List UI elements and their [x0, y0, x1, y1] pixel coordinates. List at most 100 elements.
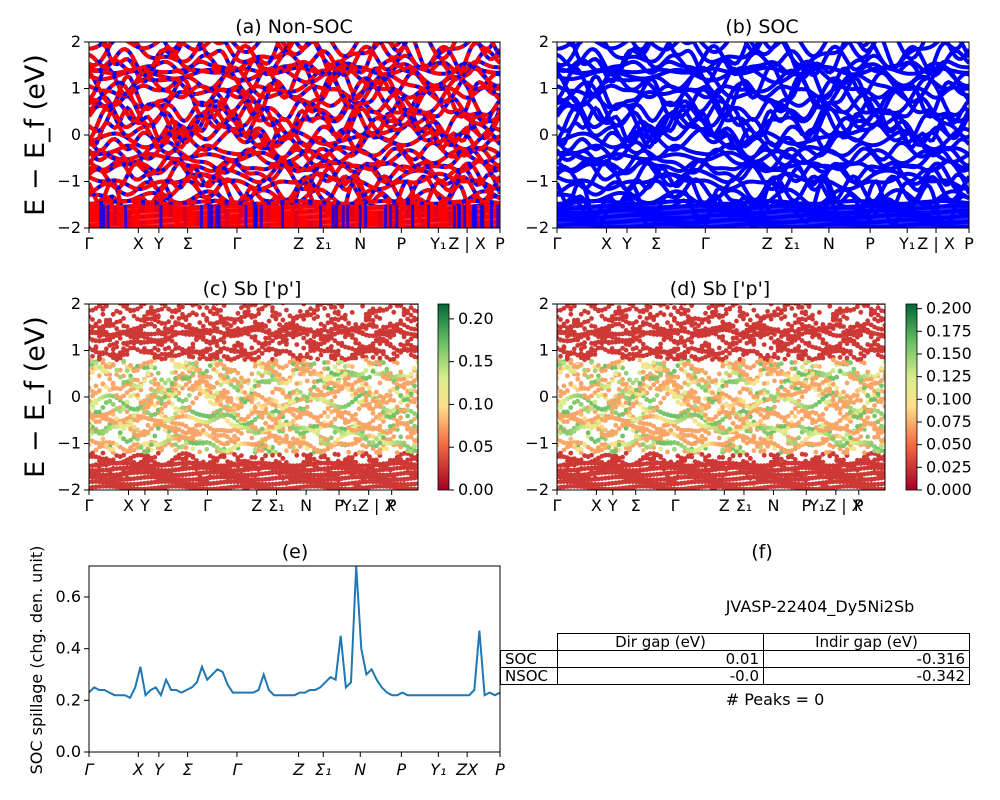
projection-point — [166, 468, 172, 473]
projection-point — [349, 455, 355, 460]
projection-point — [360, 402, 365, 408]
projection-point — [190, 365, 196, 371]
projection-point — [287, 350, 293, 355]
projection-point — [322, 481, 327, 487]
projection-point — [259, 465, 265, 471]
projection-point — [363, 435, 369, 441]
projection-point — [180, 444, 185, 449]
projection-point — [103, 317, 109, 323]
projection-point — [200, 375, 206, 381]
projection-point — [131, 313, 137, 319]
projection-point — [270, 445, 275, 450]
projection-point — [145, 422, 151, 428]
projection-point — [221, 474, 227, 480]
projection-point — [356, 326, 362, 332]
projection-point — [249, 460, 255, 466]
projection-point — [415, 475, 418, 480]
projection-point — [173, 341, 179, 347]
projection-point — [173, 390, 179, 396]
projection-point — [651, 440, 657, 446]
projection-point — [315, 431, 320, 437]
projection-point — [221, 363, 227, 369]
projection-point — [326, 292, 331, 297]
projection-point — [277, 469, 282, 475]
projection-point — [387, 341, 393, 347]
projection-point — [117, 318, 123, 324]
projection-point — [384, 467, 390, 472]
band-line — [89, 61, 500, 88]
projection-point — [173, 442, 179, 447]
projection-point — [180, 477, 185, 482]
band-block — [395, 204, 399, 228]
projection-point — [148, 467, 154, 472]
projection-point — [204, 356, 210, 362]
projection-point — [114, 340, 120, 345]
projection-point — [865, 415, 871, 420]
projection-point — [297, 380, 303, 386]
projection-point — [395, 295, 400, 300]
projection-point — [142, 470, 147, 475]
projection-point — [339, 441, 345, 446]
projection-point — [166, 319, 172, 325]
projection-point — [405, 380, 410, 386]
projection-point — [325, 414, 331, 419]
projection-point — [155, 313, 161, 318]
projection-point — [565, 441, 570, 446]
projection-point — [287, 474, 293, 480]
projection-point — [155, 381, 161, 387]
projection-point — [124, 403, 130, 409]
projection-point — [152, 323, 158, 329]
projection-point — [284, 463, 289, 468]
projection-point — [252, 363, 258, 369]
projection-point — [159, 463, 165, 468]
projection-point — [176, 375, 182, 380]
band-line — [557, 61, 969, 88]
projection-point — [197, 470, 203, 476]
projection-point — [408, 470, 414, 475]
projection-point — [384, 440, 390, 446]
projection-point — [225, 321, 230, 326]
projection-point — [360, 296, 365, 301]
projection-point — [166, 377, 172, 383]
projection-point — [672, 446, 677, 452]
projection-point — [391, 407, 397, 413]
projection-point — [135, 377, 140, 383]
band-block — [388, 204, 392, 228]
projection-point — [349, 382, 355, 388]
projection-point — [114, 326, 120, 332]
projection-point — [259, 456, 265, 462]
projection-point — [803, 437, 808, 442]
projection-point — [723, 430, 729, 435]
projection-point — [644, 437, 650, 443]
projection-point — [97, 304, 102, 309]
projection-point — [190, 430, 196, 435]
projection-point — [148, 331, 154, 337]
projection-point — [194, 296, 199, 301]
projection-point — [325, 440, 331, 445]
projection-point — [280, 406, 286, 411]
projection-point — [110, 380, 116, 386]
projection-point — [325, 313, 331, 318]
projection-point — [187, 346, 192, 351]
projection-point — [329, 316, 334, 322]
projection-point — [318, 472, 324, 478]
projection-point — [668, 427, 674, 433]
band-line — [89, 158, 500, 193]
projection-point — [394, 485, 400, 490]
projection-point — [277, 435, 282, 441]
projection-point — [398, 400, 404, 405]
projection-point — [335, 388, 341, 394]
projection-point — [97, 353, 102, 359]
projection-point — [280, 426, 286, 432]
projection-point — [114, 406, 120, 412]
projection-point — [90, 291, 95, 296]
projection-point — [159, 475, 165, 480]
projection-point — [263, 402, 268, 408]
projection-point — [294, 474, 300, 480]
projection-point — [256, 477, 262, 483]
projection-point — [294, 485, 300, 490]
projection-point — [308, 452, 313, 458]
projection-point — [325, 460, 331, 466]
projection-point — [381, 483, 386, 489]
projection-point — [107, 364, 113, 370]
